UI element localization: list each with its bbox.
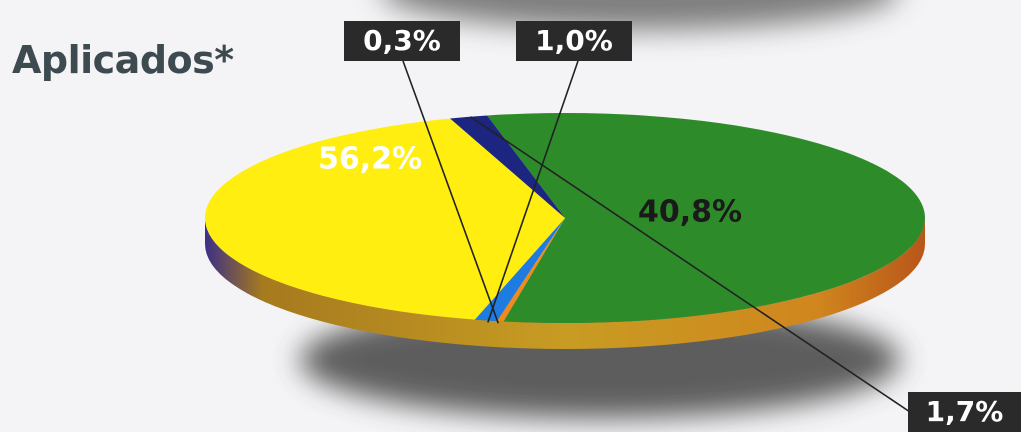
- pie-slice: [487, 112, 926, 323]
- top-shadow: [388, 0, 892, 30]
- label-box: [908, 392, 1021, 432]
- leader-line: [402, 60, 500, 324]
- leader-line: [487, 60, 579, 323]
- label-box: [344, 21, 460, 61]
- pie-slice: [450, 115, 565, 218]
- data-label: 1,7%: [926, 395, 1004, 428]
- pie-rim: [205, 218, 925, 349]
- pie-slice: [204, 118, 566, 320]
- chart-title: Aplicados*: [12, 38, 234, 82]
- data-label: 1,0%: [535, 24, 613, 57]
- data-label: 0,3%: [363, 24, 441, 57]
- pie-slice: [496, 218, 565, 322]
- label-box: [516, 21, 632, 61]
- data-label: 40,8%: [638, 195, 742, 230]
- data-label: 56,2%: [318, 142, 422, 177]
- leader-line: [469, 116, 911, 413]
